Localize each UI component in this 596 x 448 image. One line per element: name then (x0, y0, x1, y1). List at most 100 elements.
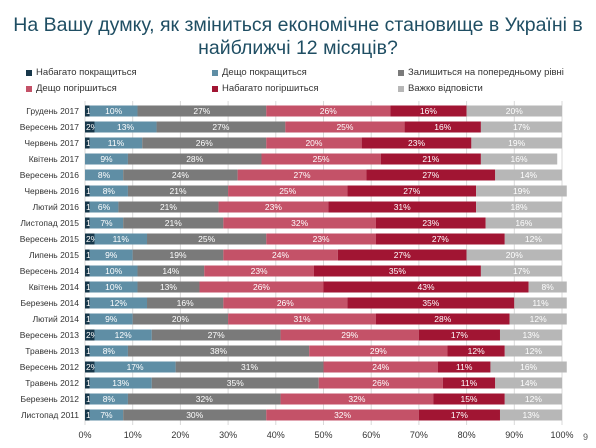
bar-segment (266, 105, 391, 117)
bar-segment (151, 377, 319, 389)
data-label: 26% (277, 298, 294, 308)
bar-segment (127, 393, 281, 405)
bar-segment (85, 137, 90, 149)
bar-segment (218, 201, 329, 213)
legend-label: Набагато погіршиться (222, 83, 319, 94)
bar-segment (375, 217, 486, 229)
data-label: 29% (370, 346, 387, 356)
category-label: Березень 2012 (21, 394, 80, 404)
data-label: 9% (105, 314, 118, 324)
data-label: 18% (511, 202, 528, 212)
legend-item-same: Залишиться на попередньому рівні (398, 67, 564, 78)
category-label: Березень 2014 (21, 298, 80, 308)
bar-segment (85, 217, 90, 229)
bar-segment (266, 233, 376, 245)
data-label: 11% (113, 234, 130, 244)
bar-segment (89, 313, 133, 325)
data-label: 12% (530, 314, 547, 324)
bar-segment (85, 345, 90, 357)
bar-segment (485, 217, 562, 229)
bar-segment (199, 281, 324, 293)
bar-segment (123, 217, 224, 229)
bar-segment (499, 329, 562, 341)
legend-item-hard-to-say: Важко відповісти (398, 83, 483, 94)
bar-segment (223, 217, 376, 229)
bar-segment (404, 121, 481, 133)
bar-segment (337, 249, 467, 261)
data-label: 13% (522, 410, 539, 420)
bar-segment (204, 265, 314, 277)
data-label: 27% (422, 170, 439, 180)
data-label: 26% (372, 378, 389, 388)
bar-segment (280, 329, 419, 341)
data-label: 23% (265, 202, 282, 212)
bar-segment (266, 137, 362, 149)
x-tick-label: 50% (314, 430, 332, 440)
chart-title-line-1: На Вашу думку, як зміниться економічне с… (13, 14, 583, 36)
data-label: 13% (112, 378, 129, 388)
data-label: 21% (165, 218, 182, 228)
category-label: Квітень 2017 (29, 154, 80, 164)
x-tick-label: 40% (267, 430, 285, 440)
data-label: 16% (520, 362, 537, 372)
legend-swatch (26, 85, 32, 92)
bar-segment (85, 153, 128, 165)
bar-segment (309, 345, 448, 357)
data-label: 16% (177, 298, 194, 308)
data-label: 11% (108, 138, 125, 148)
legend: Набагато покращиться Дещо покращиться За… (26, 67, 586, 101)
data-label: 11% (456, 362, 473, 372)
page-number: 9 (582, 432, 588, 442)
category-label: Червень 2016 (24, 186, 79, 196)
bar-segment (89, 265, 138, 277)
data-label: 27% (432, 234, 449, 244)
bar-segment (528, 281, 567, 293)
data-label: 10% (105, 266, 122, 276)
category-label: Вересень 2013 (20, 330, 79, 340)
data-label: 20% (506, 250, 523, 260)
data-label: 38% (210, 346, 227, 356)
bar-segment (266, 409, 419, 421)
data-label: 2% (86, 362, 99, 372)
bar-segment (366, 169, 496, 181)
bar-segment (123, 409, 267, 421)
legend-label: Набагато покращиться (36, 67, 137, 78)
bar-segment (504, 393, 562, 405)
data-label: 23% (408, 138, 425, 148)
data-label: 17% (451, 330, 468, 340)
data-label: 11% (461, 378, 478, 388)
data-label: 17% (513, 266, 530, 276)
data-label: 43% (418, 282, 435, 292)
bar-segment (223, 297, 348, 309)
bar-segment (85, 249, 90, 261)
category-label: Листопад 2015 (20, 218, 79, 228)
data-label: 14% (520, 170, 537, 180)
data-label: 16% (434, 122, 451, 132)
bar-segment (261, 153, 381, 165)
data-label: 28% (186, 154, 203, 164)
data-label: 26% (196, 138, 213, 148)
data-label: 27% (212, 122, 229, 132)
data-label: 2% (86, 330, 99, 340)
data-label: 29% (341, 330, 358, 340)
legend-swatch (398, 69, 404, 76)
legend-item-somewhat-worse: Дещо погіршиться (26, 83, 117, 94)
data-label: 26% (320, 106, 337, 116)
bar-segment (495, 377, 562, 389)
bar-segment (285, 121, 405, 133)
bar-segment (89, 105, 138, 117)
bar-segment (237, 169, 367, 181)
data-label: 13% (160, 282, 177, 292)
category-label: Червень 2017 (24, 138, 79, 148)
data-label: 25% (279, 186, 296, 196)
data-label: 20% (172, 314, 189, 324)
data-label: 13% (522, 330, 539, 340)
data-label: 19% (170, 250, 187, 260)
data-label: 21% (160, 202, 177, 212)
bar-segment (137, 281, 200, 293)
bar-segment (361, 137, 472, 149)
data-label: 25% (198, 234, 215, 244)
bar-segment (466, 105, 562, 117)
data-label: 14% (520, 378, 537, 388)
